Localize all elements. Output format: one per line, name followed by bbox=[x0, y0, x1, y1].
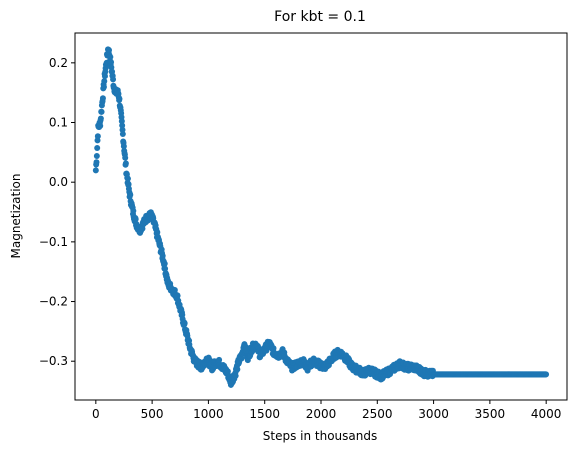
data-point bbox=[93, 152, 100, 159]
plot-area bbox=[75, 33, 567, 400]
x-tick-label: 500 bbox=[141, 407, 164, 421]
data-point bbox=[238, 355, 245, 362]
data-point bbox=[234, 366, 241, 373]
data-point bbox=[101, 78, 108, 85]
data-point bbox=[119, 131, 126, 138]
x-axis-label: Steps in thousands bbox=[263, 429, 377, 443]
data-point bbox=[108, 59, 115, 66]
data-point bbox=[154, 229, 161, 236]
data-point bbox=[92, 167, 99, 174]
x-tick-label: 0 bbox=[92, 407, 100, 421]
plot-background bbox=[75, 33, 567, 400]
data-point bbox=[125, 181, 132, 188]
data-point bbox=[216, 356, 223, 363]
data-point bbox=[127, 191, 134, 198]
y-tick-label: 0.1 bbox=[49, 116, 68, 130]
data-point bbox=[100, 84, 107, 91]
data-point bbox=[107, 54, 114, 60]
data-point bbox=[161, 260, 168, 267]
data-point bbox=[97, 115, 104, 122]
y-tick-label: −0.2 bbox=[39, 295, 68, 309]
data-point bbox=[543, 371, 550, 378]
data-point bbox=[270, 345, 277, 352]
x-tick-label: 4000 bbox=[531, 407, 562, 421]
data-point bbox=[174, 292, 181, 299]
x-tick-label: 3000 bbox=[418, 407, 449, 421]
data-point bbox=[162, 265, 169, 272]
data-point bbox=[99, 95, 106, 102]
y-tick-label: −0.1 bbox=[39, 235, 68, 249]
y-tick-label: −0.3 bbox=[39, 354, 68, 368]
data-point bbox=[124, 175, 131, 182]
x-tick-label: 2000 bbox=[306, 407, 337, 421]
data-point bbox=[110, 76, 117, 83]
data-point bbox=[181, 320, 188, 327]
data-point bbox=[224, 368, 231, 375]
data-point bbox=[120, 143, 127, 150]
data-point bbox=[98, 108, 105, 115]
data-point bbox=[232, 372, 239, 379]
data-point bbox=[101, 73, 108, 80]
data-point bbox=[93, 159, 100, 166]
data-point bbox=[116, 95, 123, 102]
data-point bbox=[171, 287, 178, 294]
x-tick-label: 2500 bbox=[362, 407, 393, 421]
x-tick-label: 1000 bbox=[193, 407, 224, 421]
data-point bbox=[122, 154, 129, 161]
x-tick-label: 3500 bbox=[475, 407, 506, 421]
y-tick-label: 0.0 bbox=[49, 175, 68, 189]
chart-title: For kbt = 0.1 bbox=[274, 9, 366, 25]
data-points bbox=[92, 46, 550, 388]
data-point bbox=[106, 47, 112, 54]
data-point bbox=[94, 144, 101, 151]
data-point bbox=[97, 122, 104, 129]
data-point bbox=[132, 216, 139, 223]
data-point bbox=[130, 207, 137, 214]
data-point bbox=[119, 122, 126, 129]
data-point bbox=[159, 252, 166, 259]
data-point bbox=[118, 118, 125, 125]
data-point bbox=[122, 160, 129, 167]
data-point bbox=[94, 133, 101, 140]
x-tick-label: 1500 bbox=[249, 407, 280, 421]
y-tick-label: 0.2 bbox=[49, 56, 68, 70]
y-axis-label: Magnetization bbox=[9, 174, 23, 259]
y-axis: 0.2 0.1 0.0 −0.1 −0.2 −0.3 bbox=[39, 56, 75, 368]
x-axis: 0 500 1000 1500 2000 2500 3000 3500 4000 bbox=[92, 400, 561, 421]
